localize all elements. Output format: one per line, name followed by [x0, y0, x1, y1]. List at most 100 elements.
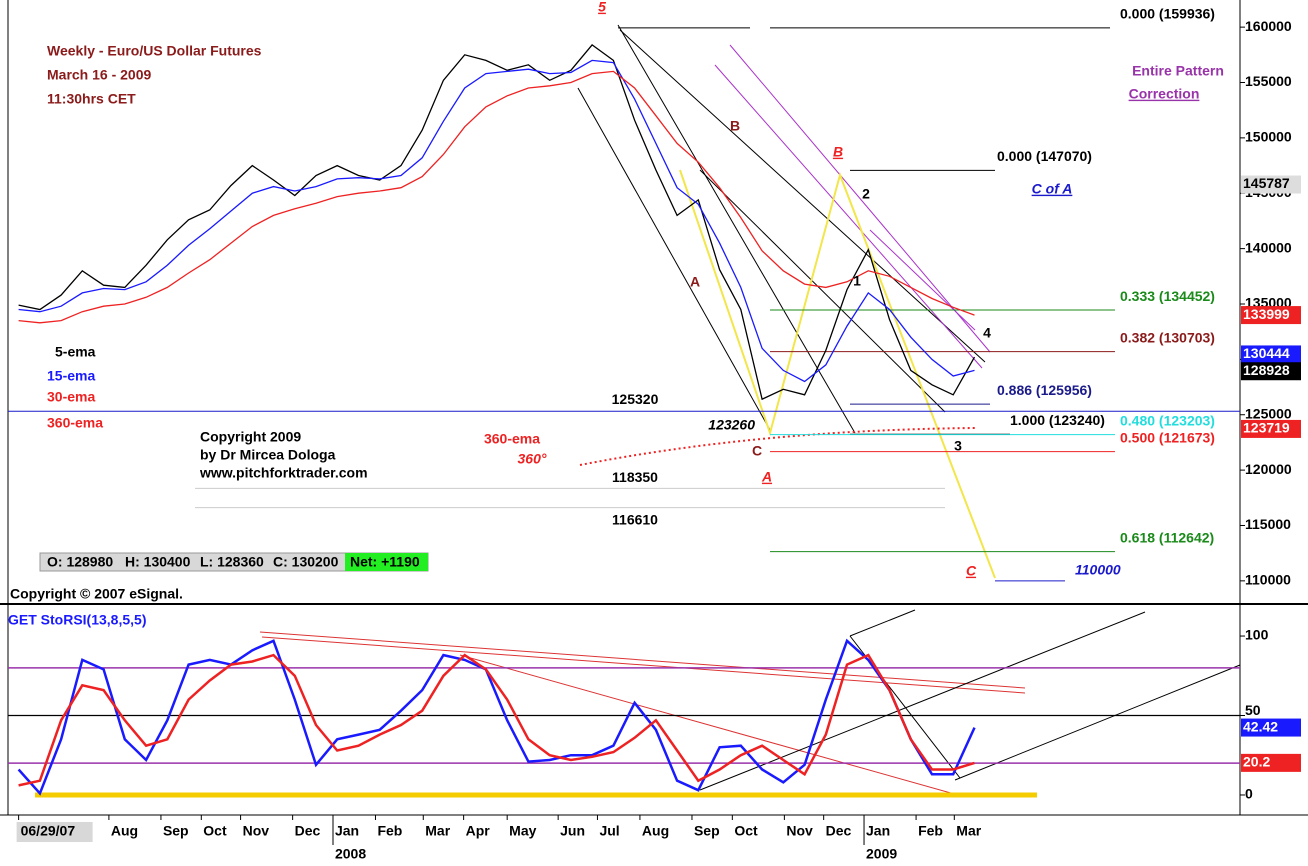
- trend-line: [617, 24, 856, 434]
- legend-entry: 5-ema: [55, 344, 96, 360]
- trend-line: [577, 87, 771, 431]
- rsi-pitchfork: [849, 609, 916, 637]
- legend-entry: 360-ema: [47, 415, 103, 431]
- rsi-trend-line: [459, 654, 966, 798]
- y-tick-label: 0: [1245, 786, 1253, 802]
- annotation: Copyright © 2007 eSignal.: [10, 586, 183, 602]
- price-marker-label: 130444: [1243, 345, 1290, 361]
- wave-label: 4: [983, 325, 991, 341]
- ohlc-value: L: 128360: [200, 554, 264, 570]
- annotation: C of A: [1032, 181, 1073, 197]
- legend-entry: 30-ema: [47, 389, 95, 405]
- pitchfork-line: [714, 64, 983, 369]
- y-tick-label: 160000: [1245, 18, 1292, 34]
- fib-label: 0.500 (121673): [1120, 429, 1215, 445]
- price-marker: [1241, 419, 1301, 438]
- annotation: 360°: [518, 451, 547, 467]
- price-marker: [1241, 306, 1301, 325]
- y-tick-label: 155000: [1245, 73, 1292, 89]
- pitchfork-line: [729, 44, 991, 353]
- ohlc-value: Net: +1190: [350, 554, 420, 570]
- rsi-trend-line: [259, 631, 1026, 689]
- ohlc-value: O: 128980: [47, 554, 113, 570]
- pitchfork-line: [869, 229, 976, 331]
- x-tick-label: Nov: [243, 823, 270, 839]
- chart-title: 11:30hrs CET: [47, 91, 136, 107]
- price-marker-label: 128928: [1243, 362, 1290, 378]
- x-tick-label: Jul: [599, 823, 619, 839]
- price-level-label: 116610: [612, 511, 658, 527]
- wave-label: A: [761, 469, 772, 485]
- price-marker: [1241, 362, 1301, 381]
- wave-label: B: [730, 118, 740, 134]
- price-level-label: 125320: [612, 391, 659, 407]
- ohlc-value: H: 130400: [125, 554, 191, 570]
- wave-label: B: [833, 144, 843, 160]
- x-tick-label: Apr: [466, 823, 491, 839]
- fib-label: 0.333 (134452): [1120, 288, 1215, 304]
- x-tick-label: Aug: [642, 823, 669, 839]
- ema-360-dotted: [579, 427, 976, 466]
- price-marker-label: 123719: [1243, 420, 1290, 436]
- series-line: [17, 638, 976, 796]
- fib-label: 1.000 (123240): [1010, 412, 1105, 428]
- y-tick-label: 140000: [1245, 239, 1292, 255]
- x-tick-label: Dec: [295, 823, 321, 839]
- x-tick-label: Mar: [956, 823, 981, 839]
- fib-label: 0.000 (147070): [997, 148, 1092, 164]
- x-tick-label: Aug: [111, 823, 138, 839]
- x-tick-label: Mar: [425, 823, 450, 839]
- wave-label: 5: [598, 0, 606, 15]
- wave-label: A: [690, 274, 700, 290]
- x-tick-label: Jun: [560, 823, 585, 839]
- net-box: [345, 553, 428, 571]
- x-tick-label: Oct: [203, 823, 227, 839]
- x-tick-label: Sep: [163, 823, 189, 839]
- fib-label: 0.886 (125956): [997, 382, 1092, 398]
- y-tick-label: 100: [1245, 627, 1269, 643]
- rsi-trend-line: [261, 636, 1026, 694]
- price-marker: [1241, 175, 1301, 194]
- y-tick-label: 115000: [1245, 516, 1291, 532]
- chart-title: Weekly - Euro/US Dollar Futures: [47, 43, 262, 59]
- trend-line: [699, 169, 946, 413]
- price-marker-label: 145787: [1243, 175, 1290, 191]
- annotation: Entire Pattern: [1132, 63, 1224, 79]
- series-line: [18, 59, 975, 383]
- x-tick-label: Feb: [377, 823, 402, 839]
- fib-label: 0.618 (112642): [1120, 529, 1214, 545]
- year-label: 2009: [866, 846, 897, 862]
- ohlc-value: C: 130200: [273, 554, 339, 570]
- y-tick-label: 120000: [1245, 461, 1292, 477]
- value-marker-label: 42.42: [1243, 718, 1278, 734]
- price-level-label: 118350: [612, 469, 658, 485]
- price-marker: [1241, 345, 1301, 364]
- rsi-pitchfork: [699, 611, 1146, 791]
- wave-label: C: [752, 443, 762, 459]
- annotation: by Dr Mircea Dologa: [200, 447, 336, 463]
- y-tick-label: 150000: [1245, 129, 1292, 145]
- annotation: 360-ema: [484, 431, 540, 447]
- x-tick-label: Nov: [786, 823, 813, 839]
- wave-label: 3: [954, 438, 962, 454]
- y-tick-label: 50: [1245, 702, 1261, 718]
- x-tick-label: Jan: [335, 823, 359, 839]
- drawings: [35, 24, 1241, 798]
- x-tick-label: May: [509, 823, 536, 839]
- price-marker-label: 133999: [1243, 306, 1290, 322]
- indicator-title: GET StoRSI(13,8,5,5): [8, 612, 146, 628]
- wave-label: C: [966, 563, 977, 579]
- x-tick-label: Oct: [734, 823, 758, 839]
- chart-title: March 16 - 2009: [47, 67, 151, 83]
- fib-label: 0.480 (123203): [1120, 412, 1215, 428]
- rsi-pitchfork: [954, 664, 1241, 781]
- series-line: [18, 653, 975, 787]
- value-marker-label: 20.2: [1243, 754, 1270, 770]
- low-label: 123260: [708, 417, 755, 433]
- fib-label: 110000: [1075, 562, 1121, 578]
- x-tick-label: 06/29/07: [21, 823, 76, 839]
- series-line: [18, 70, 975, 324]
- annotation: Correction: [1129, 86, 1200, 102]
